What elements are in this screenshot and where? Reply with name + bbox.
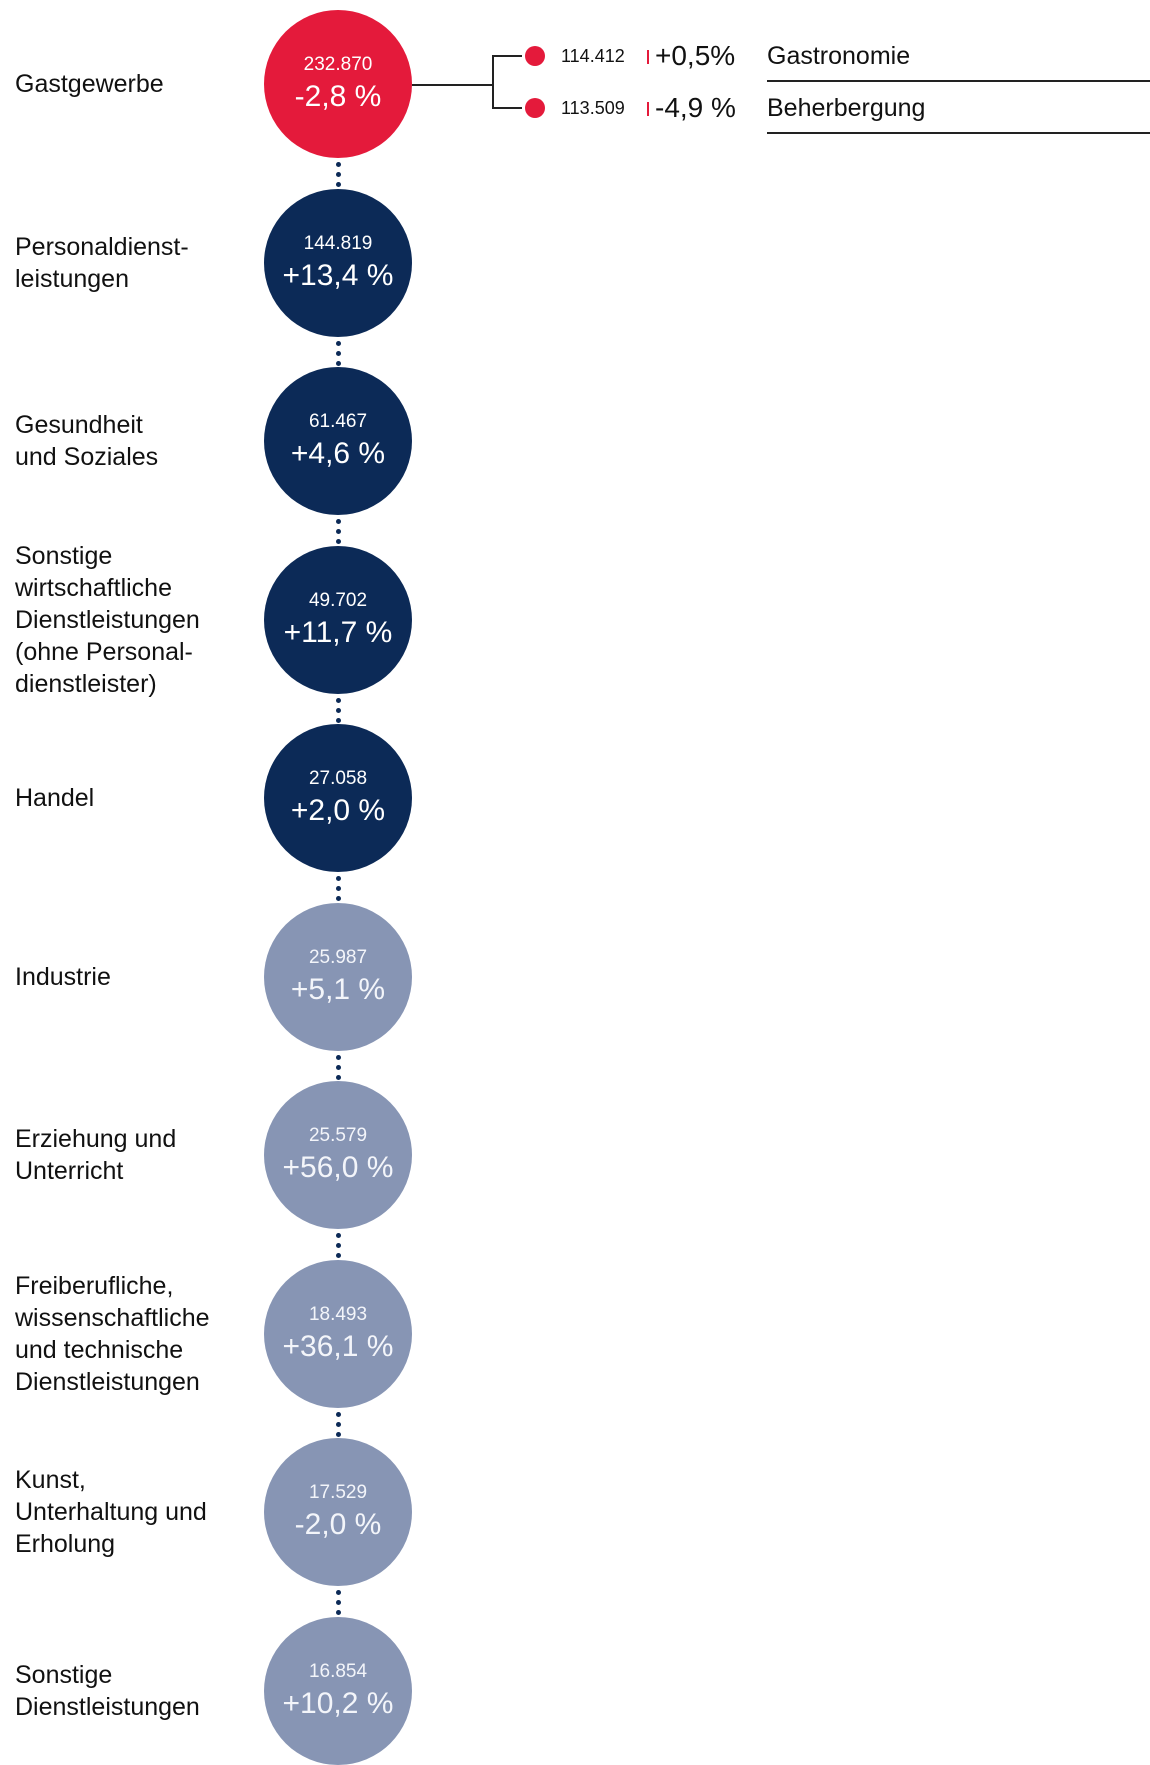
category-bubble: 17.529 -2,0 % (264, 1438, 412, 1586)
category-label: Sonstige Dienstleistungen (15, 1660, 200, 1721)
connector-dot (335, 360, 341, 366)
connector-dots (335, 1411, 341, 1442)
connector-dot (335, 340, 341, 346)
category-label: Freiberufliche, wissenschaftliche und te… (15, 1271, 210, 1396)
category-label: Gesundheit und Soziales (15, 411, 159, 471)
subcategory-change: +0,5% (655, 40, 736, 71)
category-count: 16.854 (308, 1660, 368, 1682)
connector-dots (335, 876, 341, 906)
category-bubble: 27.058 +2,0 % (264, 724, 412, 872)
connector-dot (335, 717, 341, 723)
category-label: Gastgewerbe (15, 70, 164, 98)
category-change: +2,0 % (290, 794, 386, 827)
subcategory-separator (647, 50, 649, 64)
connector-dot (335, 1590, 341, 1595)
connector-dot (335, 1431, 341, 1437)
category-count: 49.702 (308, 589, 368, 611)
category-bubble: 25.579 +56,0 % (264, 1081, 412, 1229)
category-label: Kunst, Unterhaltung und Erholung (15, 1466, 207, 1558)
category-change: -2,8 % (294, 80, 382, 113)
connector-dot (335, 1421, 341, 1427)
category-count: 25.579 (308, 1125, 368, 1146)
category-bubble: 25.987 +5,1 % (264, 902, 412, 1051)
connector-dot (335, 876, 341, 881)
category-count: 232.870 (303, 54, 373, 75)
bracket-line (492, 55, 522, 57)
connector-dots (335, 1054, 341, 1085)
connector-dot (335, 697, 341, 703)
subcategory-change: -4,9 % (655, 92, 736, 123)
subcategory-dot (525, 98, 545, 118)
category-count: 61.467 (308, 411, 368, 432)
subcategory-count: 113.509 (561, 98, 625, 118)
bracket-line (492, 107, 522, 109)
connector-dots (335, 519, 341, 549)
connector-dot (335, 1064, 341, 1070)
connector-dots (335, 1590, 341, 1620)
connector-dot (335, 529, 341, 534)
category-count: 25.987 (308, 946, 368, 968)
category-change: +36,1 % (282, 1329, 394, 1363)
connector-dot (335, 1233, 341, 1238)
category-change: -2,0 % (294, 1508, 382, 1541)
category-count: 17.529 (308, 1482, 368, 1503)
category-bubble: 49.702 +11,7 % (264, 545, 412, 694)
category-change: +11,7 % (283, 615, 393, 649)
category-change: +13,4 % (282, 258, 394, 292)
connector-dot (335, 1253, 341, 1258)
category-bubble: 61.467 +4,6 % (264, 367, 412, 515)
category-bubble: 18.493 +36,1 % (264, 1259, 412, 1408)
connector-dot (335, 707, 341, 713)
connector-dot (335, 350, 341, 356)
subcategory-underline (767, 80, 1150, 82)
connector-dot (335, 182, 341, 187)
category-label: Personaldienst- leistungen (15, 232, 189, 293)
category-label: Erziehung und Unterricht (15, 1125, 177, 1185)
category-change: +4,6 % (290, 437, 386, 470)
category-bubble: 16.854 +10,2 % (264, 1616, 412, 1765)
connector-dot (335, 539, 341, 544)
category-change: +5,1 % (290, 972, 386, 1006)
connector-dots (335, 340, 341, 371)
subcategory-dot (525, 46, 545, 66)
subcategory-separator (647, 102, 649, 116)
connector-dot (335, 1600, 341, 1605)
connector-dots (335, 697, 341, 728)
category-bubble: 232.870 -2,8 % (264, 10, 412, 158)
connector-dots (335, 1233, 341, 1263)
connector-dot (335, 896, 341, 901)
connector-dot (335, 886, 341, 891)
category-label: Industrie (15, 962, 111, 991)
connector-dot (335, 172, 341, 177)
subcategory-name: Beherbergung (767, 94, 926, 122)
connector-dot (335, 1074, 341, 1080)
connector-dot (335, 1411, 341, 1417)
subcategory-underline (767, 132, 1150, 134)
category-count: 144.819 (303, 232, 373, 254)
connector-dot (335, 519, 341, 524)
connector-dot (335, 162, 341, 167)
connector-dot (335, 1610, 341, 1615)
connector-dots (335, 162, 341, 192)
bracket-line (492, 55, 494, 109)
category-change: +56,0 % (282, 1151, 394, 1184)
category-count: 27.058 (308, 768, 368, 789)
category-change: +10,2 % (282, 1686, 394, 1720)
category-count: 18.493 (308, 1303, 368, 1325)
bracket-line (412, 84, 492, 86)
subcategory-count: 114.412 (561, 46, 625, 66)
subcategory-name: Gastronomie (767, 42, 911, 70)
category-bubble: 144.819 +13,4 % (264, 188, 412, 337)
connector-dot (335, 1243, 341, 1248)
category-label: Sonstige wirtschaftliche Dienstleistunge… (15, 541, 200, 698)
category-label: Handel (15, 784, 95, 812)
connector-dot (335, 1054, 341, 1060)
